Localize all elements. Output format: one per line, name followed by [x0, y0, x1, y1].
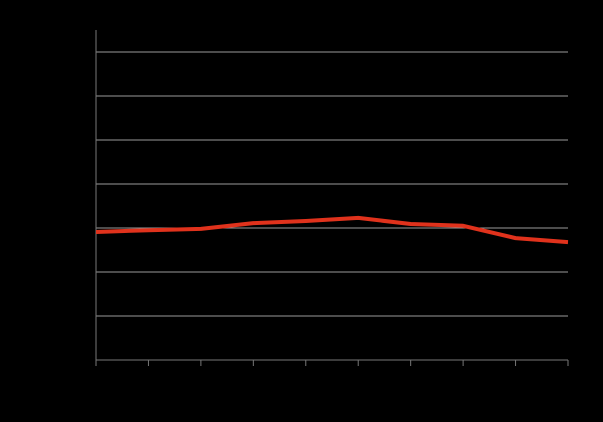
data-line	[95, 215, 569, 245]
